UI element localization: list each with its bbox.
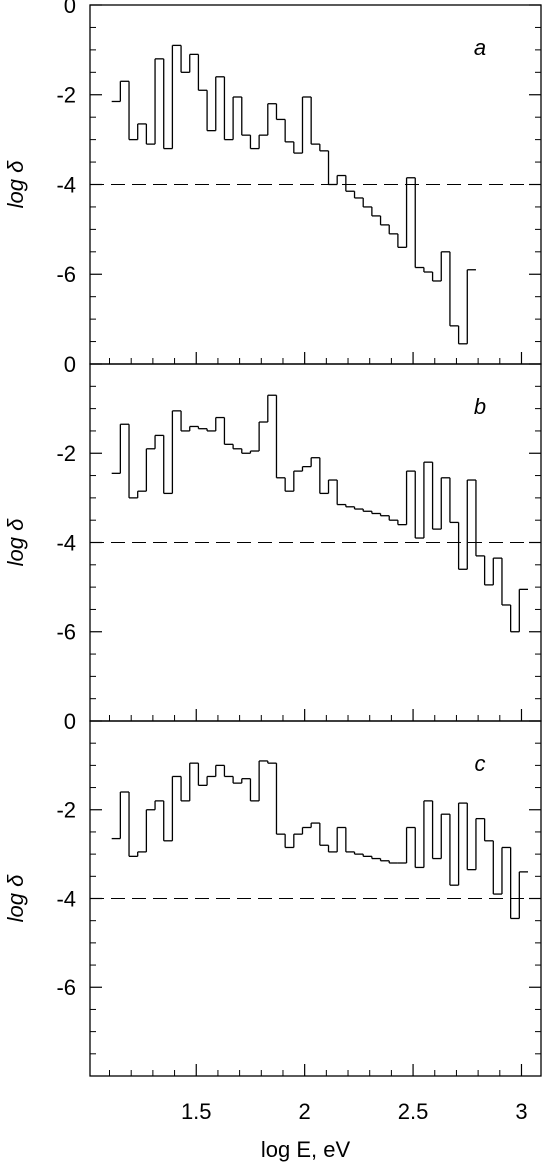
- y-tick-label: 0: [64, 709, 76, 734]
- y-tick-label: -2: [56, 441, 76, 466]
- panel-label: b: [474, 394, 486, 419]
- y-tick-label: -4: [56, 886, 76, 911]
- y-axis-label: log δ: [3, 518, 28, 566]
- x-tick-label: 1.5: [181, 1099, 212, 1124]
- y-tick-label: 0: [64, 352, 76, 377]
- y-tick-label: -2: [56, 83, 76, 108]
- y-tick-label: -4: [56, 530, 76, 555]
- x-tick-label: 3: [515, 1099, 527, 1124]
- panel-label: a: [474, 35, 486, 60]
- x-axis-label: log E, eV: [261, 1137, 351, 1162]
- x-tick-label: 2: [299, 1099, 311, 1124]
- y-tick-label: -6: [56, 975, 76, 1000]
- y-tick-label: -6: [56, 620, 76, 645]
- y-tick-label: 0: [64, 0, 76, 18]
- y-axis-label: log δ: [3, 874, 28, 922]
- panel-label: c: [475, 751, 486, 776]
- y-axis-label: log δ: [3, 160, 28, 208]
- y-tick-label: -2: [56, 798, 76, 823]
- y-tick-label: -4: [56, 172, 76, 197]
- x-tick-label: 2.5: [398, 1099, 429, 1124]
- y-tick-label: -6: [56, 262, 76, 287]
